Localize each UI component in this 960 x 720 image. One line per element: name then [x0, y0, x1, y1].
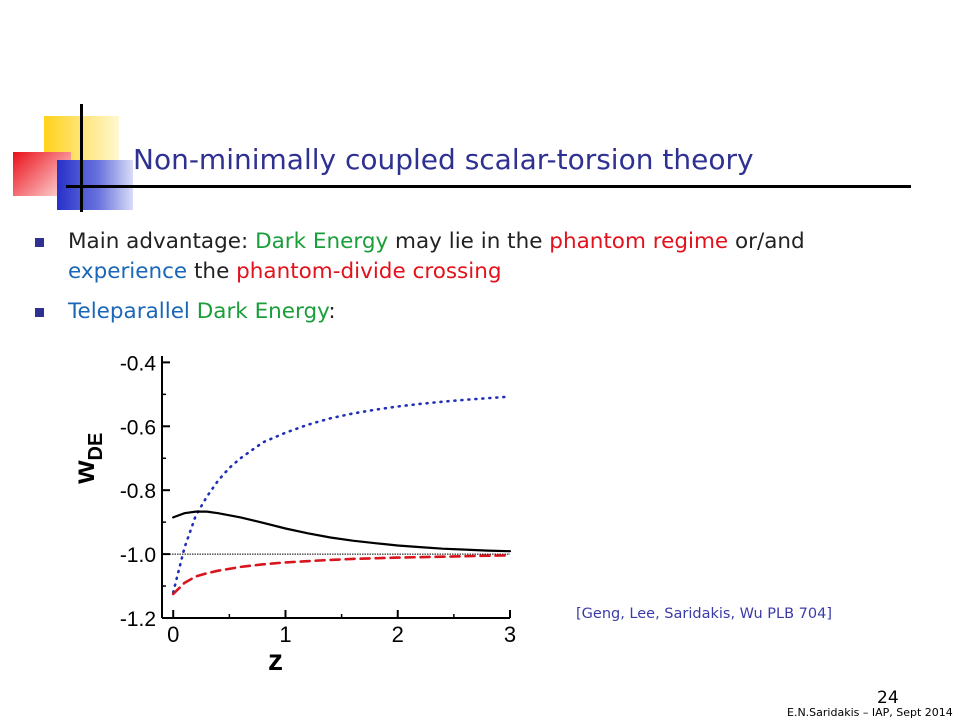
chart-labels: -0.4 -0.6 -0.8 -1.0 -1.2 0 1 2 3 z wDE	[68, 352, 516, 677]
chart-series-group	[171, 395, 512, 596]
wde-chart: -0.4 -0.6 -0.8 -1.0 -1.2 0 1 2 3 z wDE	[68, 352, 516, 677]
y-axis-label-main: w	[68, 460, 101, 485]
bullet-marker	[35, 308, 44, 317]
series-line-solid	[172, 510, 512, 553]
bullet-1-line-2: experience the phantom-divide crossing	[68, 257, 502, 287]
series-line-dashed	[171, 554, 512, 596]
slide-title: Non-minimally coupled scalar-torsion the…	[133, 143, 754, 176]
bullet-text: :	[328, 299, 336, 324]
bullet-text: phantom-divide crossing	[236, 259, 502, 284]
series-line-dotted	[171, 395, 512, 594]
bullet-2: Teleparallel Dark Energy:	[68, 297, 336, 327]
bullet-text: phantom regime	[549, 229, 729, 254]
citation: [Geng, Lee, Saridakis, Wu PLB 704]	[576, 606, 833, 622]
x-axis-label: z	[268, 644, 283, 677]
bullet-text: experience	[68, 259, 188, 284]
bullet-1-line-1: Main advantage: Dark Energy may lie in t…	[68, 227, 805, 257]
vertical-rule	[80, 104, 83, 212]
bullet-text: may lie in the	[388, 229, 550, 254]
bullet-text: the	[187, 259, 237, 284]
y-tick-label: -1.0	[120, 544, 156, 567]
bullet-text: Dark Energy	[189, 299, 329, 324]
page-number: 24	[877, 688, 899, 708]
y-tick-label: -0.4	[120, 352, 157, 375]
x-tick-label: 1	[279, 622, 291, 647]
y-tick-label: -1.2	[120, 608, 156, 631]
y-axis-label-sub: DE	[85, 433, 107, 461]
y-tick-label: -0.8	[120, 480, 156, 503]
bullet-marker	[35, 238, 44, 247]
bullet-text: Dark Energy	[255, 229, 389, 254]
y-axis-label: wDE	[68, 433, 107, 485]
bullet-text: or/and	[728, 229, 805, 254]
bullet-text: Teleparallel	[68, 299, 190, 324]
title-underline	[66, 185, 911, 188]
bullet-text: Main advantage:	[68, 229, 256, 254]
footer-credit: E.N.Saridakis – IAP, Sept 2014	[787, 706, 953, 719]
x-tick-label: 2	[392, 622, 404, 647]
x-tick-label: 0	[167, 622, 179, 647]
x-tick-label: 3	[504, 622, 516, 647]
chart-axes	[161, 356, 511, 619]
y-tick-label: -0.6	[120, 416, 156, 439]
